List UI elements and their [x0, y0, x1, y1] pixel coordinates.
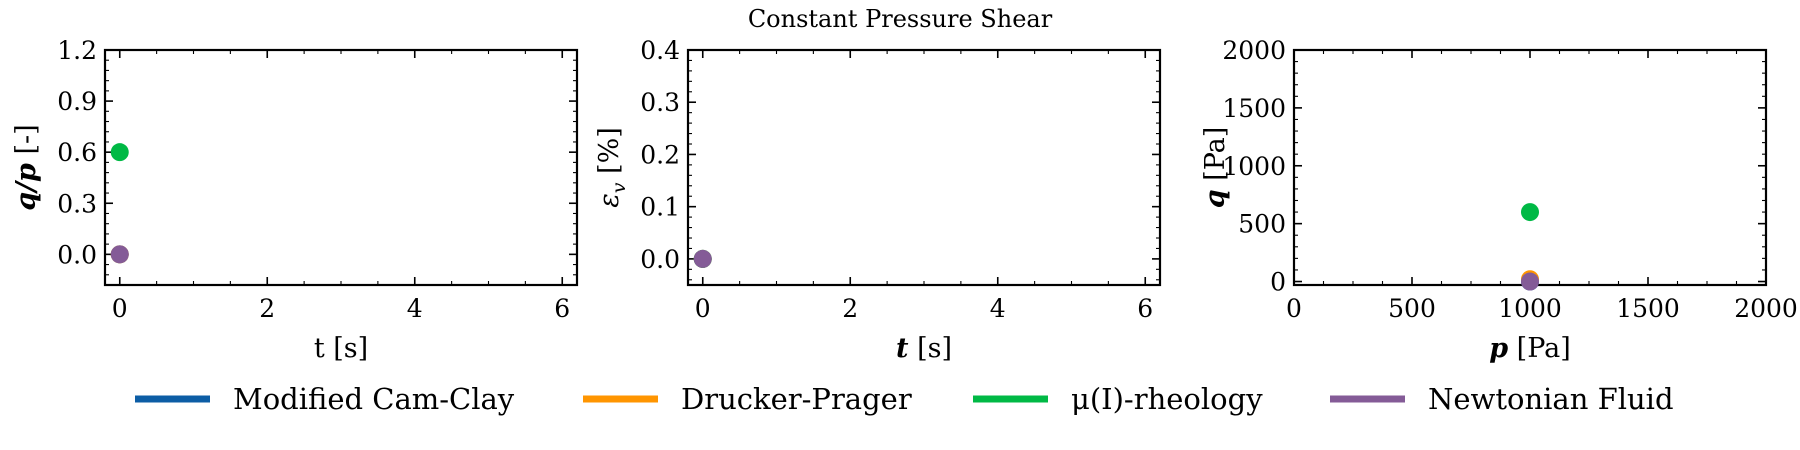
- x-tick-label: 0: [695, 294, 711, 323]
- axis-ticks: [1293, 49, 1767, 285]
- axis-ticks: [688, 49, 1160, 285]
- x-tick-label: 6: [1137, 294, 1153, 323]
- y-axis-label: εv [%]: [594, 127, 630, 208]
- subplot-1: 0 2 4 6 0.0 0.3 0.6 0.9 1.2 t [s] q/p [-]: [11, 36, 579, 364]
- data-point: [1521, 272, 1539, 291]
- legend-entry: Newtonian Fluid: [1330, 382, 1674, 416]
- y-tick-label: 0.9: [57, 87, 97, 116]
- y-tick-label: 0.1: [640, 193, 680, 222]
- x-tick-label: 2: [259, 294, 275, 323]
- y-tick-label: 1000: [1222, 152, 1286, 181]
- x-tick-label: 4: [990, 294, 1006, 323]
- y-tick-label: 0.4: [640, 36, 680, 65]
- x-tick-label: 0: [1286, 294, 1302, 323]
- x-tick-label: 2000: [1734, 294, 1798, 323]
- subplot-2: 0 2 4 6 0.0 0.1 0.2 0.3 0.4 t [s] εv [%]: [594, 36, 1162, 364]
- data-points: [1521, 203, 1539, 291]
- figure-title: Constant Pressure Shear: [748, 5, 1053, 33]
- data-point: [1521, 203, 1539, 222]
- y-axis-label: q/p [-]: [11, 124, 42, 210]
- y-tick-label: 0.0: [640, 245, 680, 274]
- x-tick-label: 1000: [1498, 294, 1562, 323]
- legend: Modified Cam-Clay Drucker-Prager μ(I)-rheo…: [135, 382, 1674, 416]
- legend-label: Newtonian Fluid: [1428, 382, 1674, 416]
- x-axis-label: t [s]: [896, 333, 952, 364]
- y-tick-label: 1.2: [57, 36, 97, 65]
- legend-entry: Modified Cam-Clay: [135, 382, 515, 416]
- data-points: [110, 143, 129, 264]
- legend-label: Drucker-Prager: [681, 382, 912, 416]
- legend-entry: Drucker-Prager: [583, 382, 912, 416]
- legend-entry: μ(I)-rheology: [973, 382, 1263, 416]
- y-tick-label: 0.3: [57, 189, 97, 218]
- y-tick-label: 500: [1238, 210, 1286, 239]
- x-tick-label: 1500: [1616, 294, 1680, 323]
- plot-area-frame: [686, 48, 1162, 287]
- data-point: [110, 143, 129, 162]
- y-tick-label: 0.3: [640, 88, 680, 117]
- y-tick-label: 0.6: [57, 138, 97, 167]
- data-point: [110, 245, 129, 264]
- y-tick-label: 1500: [1222, 94, 1286, 123]
- plot-area-frame: [103, 48, 579, 287]
- x-tick-label: 0: [112, 294, 128, 323]
- subplot-3: 0 500 1000 1500 2000 0 500 1000 1500 2000 p [Pa] q …: [1200, 36, 1798, 364]
- y-tick-label: 0.2: [640, 140, 680, 169]
- data-point: [693, 249, 712, 268]
- data-points: [693, 249, 712, 268]
- x-tick-label: 500: [1388, 294, 1436, 323]
- legend-label: Modified Cam-Clay: [233, 382, 515, 416]
- y-tick-label: 2000: [1222, 36, 1286, 65]
- y-tick-label: 0: [1270, 268, 1286, 297]
- x-tick-label: 6: [554, 294, 570, 323]
- y-axis-label: q [Pa]: [1200, 127, 1231, 209]
- y-tick-label: 0.0: [57, 240, 97, 269]
- x-axis-label: t [s]: [314, 333, 368, 364]
- x-tick-label: 4: [407, 294, 423, 323]
- x-tick-label: 2: [842, 294, 858, 323]
- plot-area-frame: [1292, 48, 1768, 287]
- axis-ticks: [105, 49, 577, 286]
- x-axis-label: p [Pa]: [1489, 333, 1571, 364]
- legend-label: μ(I)-rheology: [1071, 382, 1263, 416]
- subplot-grid: 0 2 4 6 0.0 0.3 0.6 0.9 1.2 t [s] q/p [-] 0 2 4 6 0.0 0.…: [11, 36, 1798, 364]
